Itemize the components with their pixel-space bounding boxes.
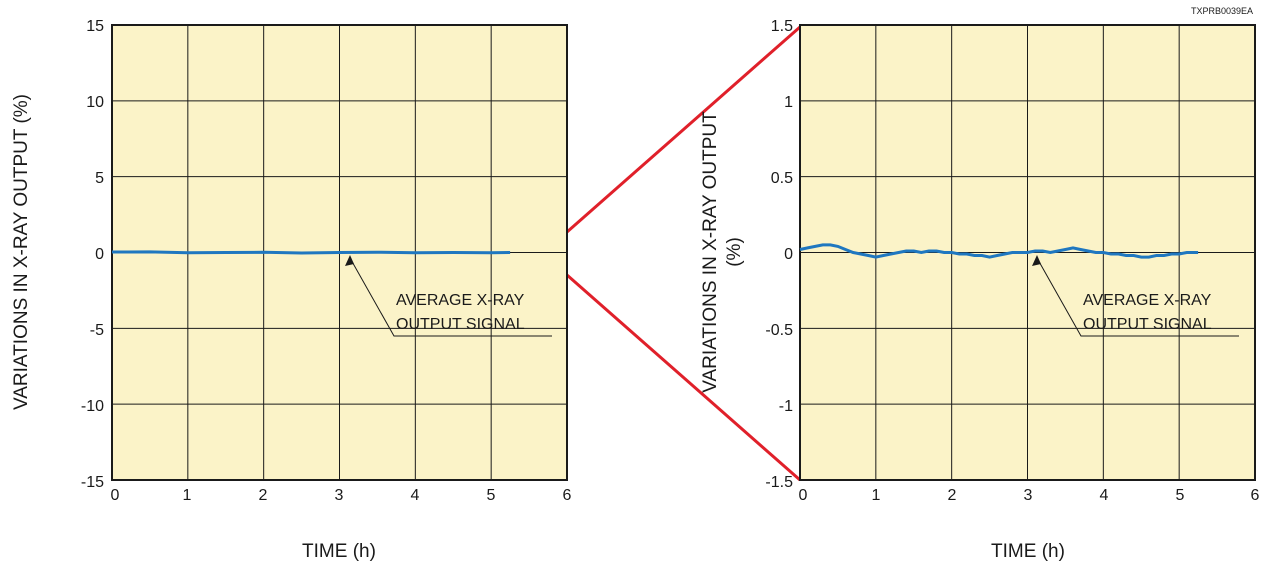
right-y-tick: 0.5: [771, 170, 793, 187]
left-y-tick: 0: [95, 246, 104, 263]
right-x-tick: 4: [1100, 487, 1109, 504]
left-series-line: [111, 250, 511, 255]
right-plot-frame: [799, 24, 1256, 481]
right-x-tick: 6: [1251, 487, 1260, 504]
right-y-tick: -1: [779, 398, 793, 415]
left-y-tick: -10: [81, 398, 104, 415]
left-plot-frame: [111, 24, 568, 481]
right-series-line: [799, 243, 1199, 259]
left-chart: 15 10 5 0 -5 -10 -15 0 1 2 3 4 5 6 TIME …: [11, 18, 572, 562]
left-x-tick: 6: [563, 487, 572, 504]
left-annotation-line-1: AVERAGE X-RAY: [396, 292, 525, 309]
right-x-tick: 2: [948, 487, 957, 504]
right-y-tick: 1.5: [771, 18, 793, 35]
left-x-tick: 5: [487, 487, 496, 504]
left-x-ticks: 0 1 2 3 4 5 6: [111, 487, 572, 504]
left-x-tick: 4: [411, 487, 420, 504]
right-annotation-line-2: OUTPUT SIGNAL: [1083, 316, 1212, 333]
right-y-axis-label: VARIATIONS IN X-RAY OUTPUT (%): [700, 111, 745, 393]
left-y-tick: -15: [81, 474, 104, 491]
right-y-tick: 0: [784, 246, 793, 263]
left-x-tick: 2: [259, 487, 268, 504]
left-y-ticks: 15 10 5 0 -5 -10 -15: [81, 18, 104, 491]
left-x-axis-label: TIME (h): [302, 541, 376, 562]
right-x-axis-label: TIME (h): [991, 541, 1065, 562]
zoom-line-bottom: [566, 273, 801, 482]
right-chart: 1.5 1 0.5 0 -0.5 -1 -1.5 0 1 2 3 4 5 6 T…: [700, 18, 1260, 562]
left-y-tick: 5: [95, 170, 104, 187]
left-y-tick: 15: [86, 18, 104, 35]
zoom-line-top: [566, 25, 801, 234]
right-y-tick: 1: [784, 94, 793, 111]
figure-code: TXPRB0039EA: [1191, 6, 1253, 16]
right-y-ticks: 1.5 1 0.5 0 -0.5 -1 -1.5: [765, 18, 793, 491]
right-annotation-arrowhead: [1032, 255, 1041, 266]
right-x-ticks: 0 1 2 3 4 5 6: [799, 487, 1260, 504]
right-annotation-leader: [1036, 257, 1239, 337]
left-x-tick: 3: [335, 487, 344, 504]
right-y-tick: -1.5: [765, 474, 793, 491]
left-y-tick: 10: [86, 94, 104, 111]
right-x-tick: 1: [872, 487, 881, 504]
left-x-tick: 0: [111, 487, 120, 504]
right-y-tick: -0.5: [765, 322, 793, 339]
right-annotation: AVERAGE X-RAY OUTPUT SIGNAL: [1032, 255, 1239, 337]
left-x-tick: 1: [183, 487, 192, 504]
left-annotation-leader: [349, 257, 552, 337]
left-annotation-arrowhead: [345, 255, 354, 266]
left-y-tick: -5: [90, 322, 104, 339]
left-annotation: AVERAGE X-RAY OUTPUT SIGNAL: [345, 255, 552, 337]
left-y-axis-label: VARIATIONS IN X-RAY OUTPUT (%): [11, 94, 32, 410]
right-x-tick: 0: [799, 487, 808, 504]
left-annotation-line-2: OUTPUT SIGNAL: [396, 316, 525, 333]
right-annotation-line-1: AVERAGE X-RAY: [1083, 292, 1212, 309]
right-x-tick: 3: [1024, 487, 1033, 504]
right-x-tick: 5: [1176, 487, 1185, 504]
